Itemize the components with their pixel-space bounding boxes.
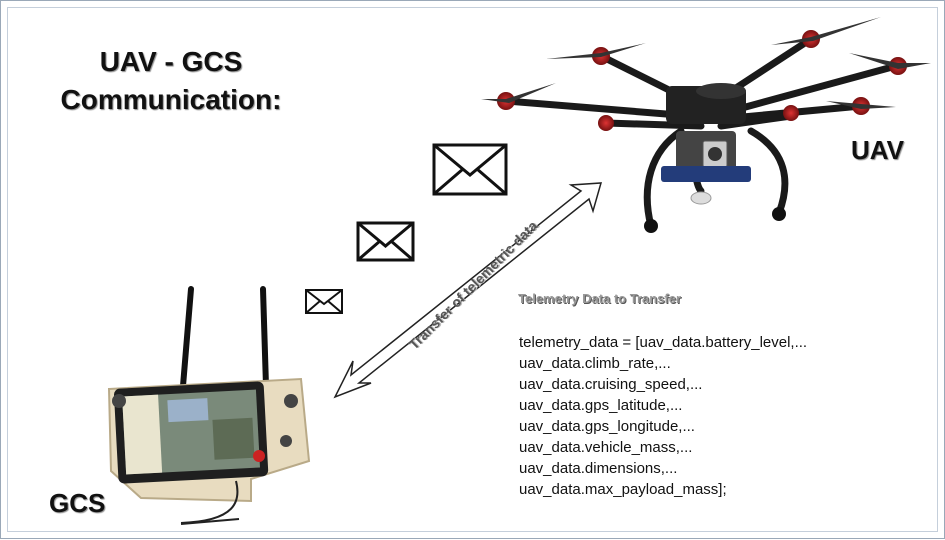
envelope-icon-medium [356,221,415,262]
code-line: telemetry_data = [uav_data.battery_level… [519,334,808,351]
uav-label: UAV [851,135,904,165]
slide-frame [7,7,938,532]
code-line: uav_data.gps_longitude,... [519,418,695,435]
title-line-2: Communication: [60,84,282,115]
transfer-arrow [333,182,603,399]
envelope-icon-small [305,289,343,314]
code-line: uav_data.gps_latitude,... [519,397,683,414]
code-line: uav_data.dimensions,... [519,460,678,477]
gcs-label: GCS [49,488,106,518]
ground-control-station-image [107,286,311,525]
telemetry-heading: Telemetry Data to Transfer [518,291,682,306]
code-line: uav_data.cruising_speed,... [519,376,703,393]
envelope-icon-large [432,143,508,196]
page-title: UAV - GCS Communication: [21,43,321,119]
drone-image [481,17,931,233]
code-line: uav_data.vehicle_mass,... [519,439,693,456]
telemetry-code: telemetry_data = [uav_data.battery_level… [519,332,807,500]
code-line: uav_data.max_payload_mass]; [519,481,727,498]
code-line: uav_data.climb_rate,... [519,355,671,372]
title-line-1: UAV - GCS [99,46,243,77]
